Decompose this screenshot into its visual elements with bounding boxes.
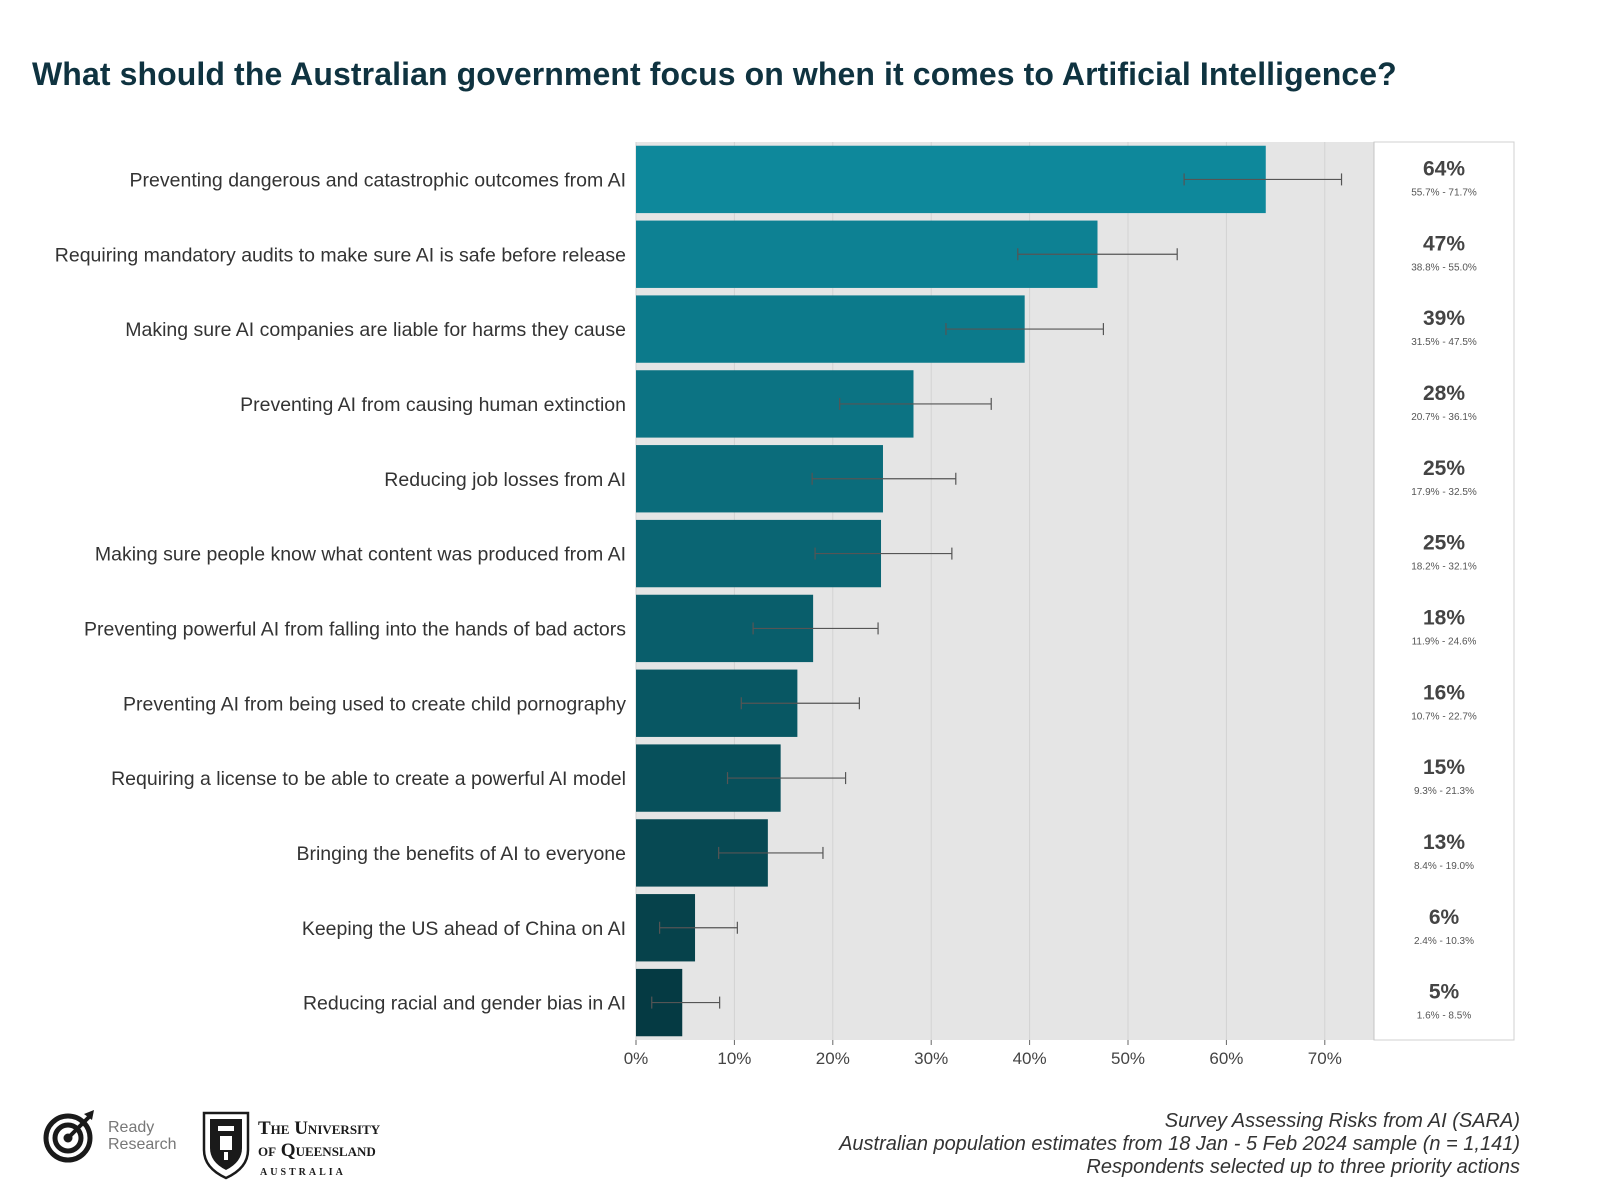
category-label: Keeping the US ahead of China on AI bbox=[302, 918, 626, 940]
source-line-survey: Survey Assessing Risks from AI (SARA) bbox=[1164, 1110, 1520, 1132]
x-tick-label: 40% bbox=[1013, 1049, 1047, 1068]
bars bbox=[636, 145, 1266, 1037]
value-label: 25% bbox=[1423, 457, 1465, 480]
ci-label: 9.3% - 21.3% bbox=[1414, 786, 1474, 797]
uq-crest-icon bbox=[202, 1111, 250, 1180]
value-label: 13% bbox=[1423, 831, 1465, 854]
ci-label: 8.4% - 19.0% bbox=[1414, 861, 1474, 872]
target-icon bbox=[43, 1110, 94, 1163]
ci-label: 18.2% - 32.1% bbox=[1411, 562, 1477, 573]
value-label: 28% bbox=[1423, 382, 1465, 405]
category-label: Preventing powerful AI from falling into… bbox=[84, 618, 626, 640]
source-line-method: Respondents selected up to three priorit… bbox=[1086, 1156, 1520, 1178]
ci-label: 2.4% - 10.3% bbox=[1414, 936, 1474, 947]
uq-line-1: The University bbox=[258, 1118, 381, 1139]
uq-line-2: of Queensland bbox=[258, 1140, 376, 1161]
category-label: Reducing job losses from AI bbox=[384, 469, 626, 491]
logos: Ready Research The University of Queensl… bbox=[43, 1110, 381, 1180]
x-tick-label: 70% bbox=[1308, 1049, 1342, 1068]
value-label: 64% bbox=[1423, 157, 1465, 180]
bar-chart: Preventing dangerous and catastrophic ou… bbox=[55, 141, 1515, 1068]
category-label: Requiring mandatory audits to make sure … bbox=[55, 244, 626, 266]
ci-label: 11.9% - 24.6% bbox=[1412, 636, 1477, 647]
category-label: Preventing AI from being used to create … bbox=[123, 693, 626, 715]
x-tick-label: 10% bbox=[717, 1049, 751, 1068]
category-label: Making sure AI companies are liable for … bbox=[125, 319, 626, 341]
category-label: Making sure people know what content was… bbox=[95, 544, 626, 566]
ci-label: 31.5% - 47.5% bbox=[1411, 337, 1477, 348]
value-panel bbox=[1373, 141, 1515, 1041]
ci-label: 20.7% - 36.1% bbox=[1411, 412, 1477, 423]
chart-title: What should the Australian government fo… bbox=[32, 56, 1397, 92]
ci-label: 1.6% - 8.5% bbox=[1417, 1011, 1472, 1022]
source-note: Survey Assessing Risks from AI (SARA) Au… bbox=[839, 1110, 1520, 1179]
value-label: 5% bbox=[1429, 981, 1460, 1004]
category-label: Requiring a license to be able to create… bbox=[111, 768, 626, 790]
uq-logo: The University of Queensland AUSTRALIA bbox=[202, 1111, 381, 1180]
x-tick-label: 50% bbox=[1111, 1049, 1145, 1068]
x-axis-ticks: 0% 10% 20% 30% 40% 50% 60% 70% bbox=[624, 1040, 1342, 1068]
category-label: Bringing the benefits of AI to everyone bbox=[296, 843, 626, 865]
ci-label: 10.7% - 22.7% bbox=[1411, 711, 1477, 722]
source-line-sample: Australian population estimates from 18 … bbox=[839, 1133, 1520, 1155]
x-tick-label: 0% bbox=[624, 1049, 649, 1068]
ci-label: 17.9% - 32.5% bbox=[1411, 487, 1477, 498]
value-label: 47% bbox=[1423, 232, 1465, 255]
value-label: 25% bbox=[1423, 532, 1465, 555]
ci-label: 38.8% - 55.0% bbox=[1411, 262, 1477, 273]
uq-country: AUSTRALIA bbox=[260, 1167, 346, 1178]
category-label: Reducing racial and gender bias in AI bbox=[303, 993, 626, 1015]
grid-lines bbox=[635, 142, 1326, 1040]
plot-panel bbox=[636, 142, 1374, 1040]
value-label: 6% bbox=[1429, 906, 1460, 929]
research-text: Research bbox=[108, 1136, 176, 1153]
value-label: 15% bbox=[1423, 756, 1465, 779]
x-tick-label: 20% bbox=[816, 1049, 850, 1068]
error-bars bbox=[651, 173, 1343, 1009]
category-label: Preventing AI from causing human extinct… bbox=[240, 394, 626, 416]
x-tick-label: 60% bbox=[1209, 1049, 1243, 1068]
bar bbox=[636, 145, 1266, 214]
value-label: 16% bbox=[1423, 681, 1465, 704]
category-label: Preventing dangerous and catastrophic ou… bbox=[130, 169, 626, 191]
value-label: 39% bbox=[1423, 307, 1465, 330]
x-tick-label: 30% bbox=[914, 1049, 948, 1068]
ready-research-logo: Ready Research bbox=[43, 1110, 176, 1163]
ci-label: 55.7% - 71.7% bbox=[1411, 187, 1477, 198]
value-label: 18% bbox=[1423, 606, 1465, 629]
category-labels: Preventing dangerous and catastrophic ou… bbox=[55, 169, 626, 1014]
value-labels: 64% 55.7% - 71.7% 47% 38.8% - 55.0% 39% 31.5%… bbox=[1411, 157, 1477, 1021]
ready-text: Ready bbox=[108, 1119, 154, 1136]
